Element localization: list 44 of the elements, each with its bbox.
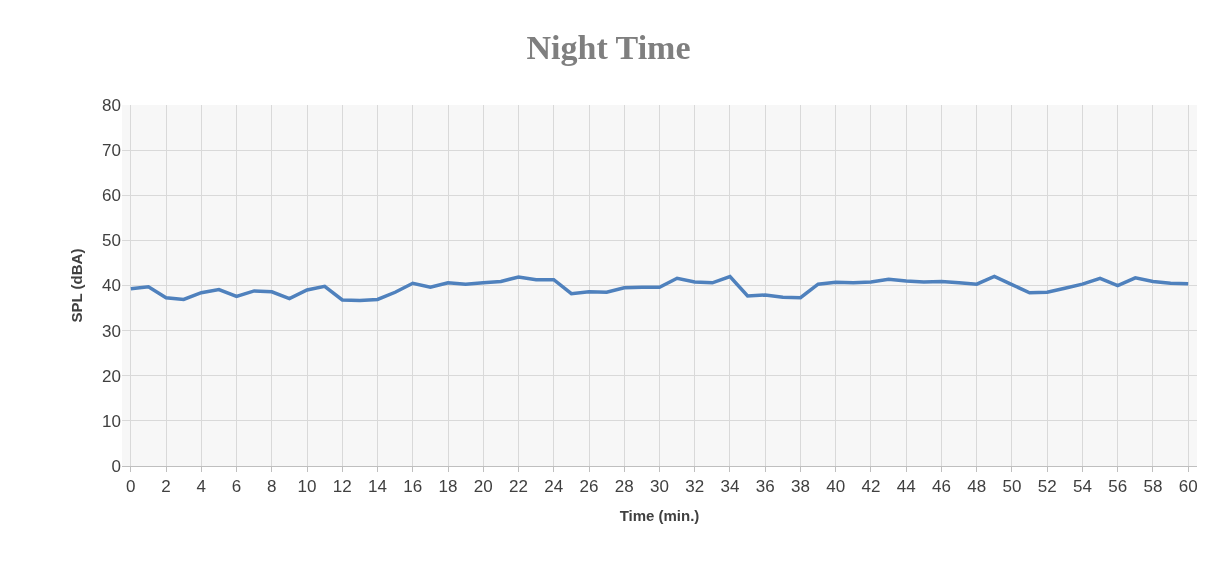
x-tick-label: 54 — [1072, 477, 1092, 497]
x-tick-label: 2 — [161, 477, 171, 497]
y-axis-title: SPL (dBA) — [68, 248, 86, 323]
x-tick-label: 10 — [297, 477, 317, 497]
x-tick-label: 40 — [826, 477, 846, 497]
x-tick-label: 24 — [544, 477, 564, 497]
x-tick-label: 52 — [1037, 477, 1057, 497]
x-axis-title: Time (min.) — [619, 507, 700, 525]
x-tick-label: 38 — [791, 477, 810, 497]
x-tick-label: 6 — [231, 477, 242, 497]
x-tick-label: 58 — [1143, 477, 1163, 497]
y-tick-label: 0 — [111, 456, 121, 476]
y-tick-label: 70 — [102, 141, 121, 161]
chart-title: Night Time — [526, 28, 691, 66]
y-tick-label: 30 — [102, 321, 121, 341]
x-tick-label: 44 — [896, 477, 916, 497]
x-tick-label: 12 — [332, 477, 352, 497]
x-tick-label: 42 — [861, 477, 881, 497]
x-tick-label: 32 — [685, 477, 705, 497]
x-tick-label: 4 — [196, 477, 207, 497]
x-tick-label: 46 — [932, 477, 951, 497]
x-tick-label: 36 — [755, 477, 775, 497]
y-tick-label: 60 — [102, 186, 121, 206]
x-tick-label: 28 — [614, 477, 634, 497]
x-tick-label: 56 — [1108, 477, 1128, 497]
y-tick-label: 80 — [102, 95, 121, 115]
x-tick-label: 48 — [967, 477, 987, 497]
y-tick-label: 40 — [102, 276, 121, 296]
x-tick-label: 30 — [650, 477, 669, 497]
x-tick-label: 18 — [438, 477, 458, 497]
x-tick-label: 16 — [403, 477, 423, 497]
x-tick-label: 34 — [720, 477, 740, 497]
y-tick-label: 10 — [102, 411, 121, 431]
x-tick-label: 50 — [1002, 477, 1022, 497]
y-tick-label: 20 — [102, 366, 121, 386]
x-tick-label: 8 — [267, 477, 277, 497]
y-tick-label: 50 — [102, 231, 121, 251]
x-tick-label: 20 — [473, 477, 493, 497]
x-tick-label: 60 — [1178, 477, 1198, 497]
x-tick-label: 0 — [126, 477, 136, 497]
x-tick-label: 14 — [368, 477, 387, 497]
x-tick-label: 22 — [509, 477, 528, 497]
x-tick-label: 26 — [579, 477, 599, 497]
line-series — [129, 274, 1190, 303]
